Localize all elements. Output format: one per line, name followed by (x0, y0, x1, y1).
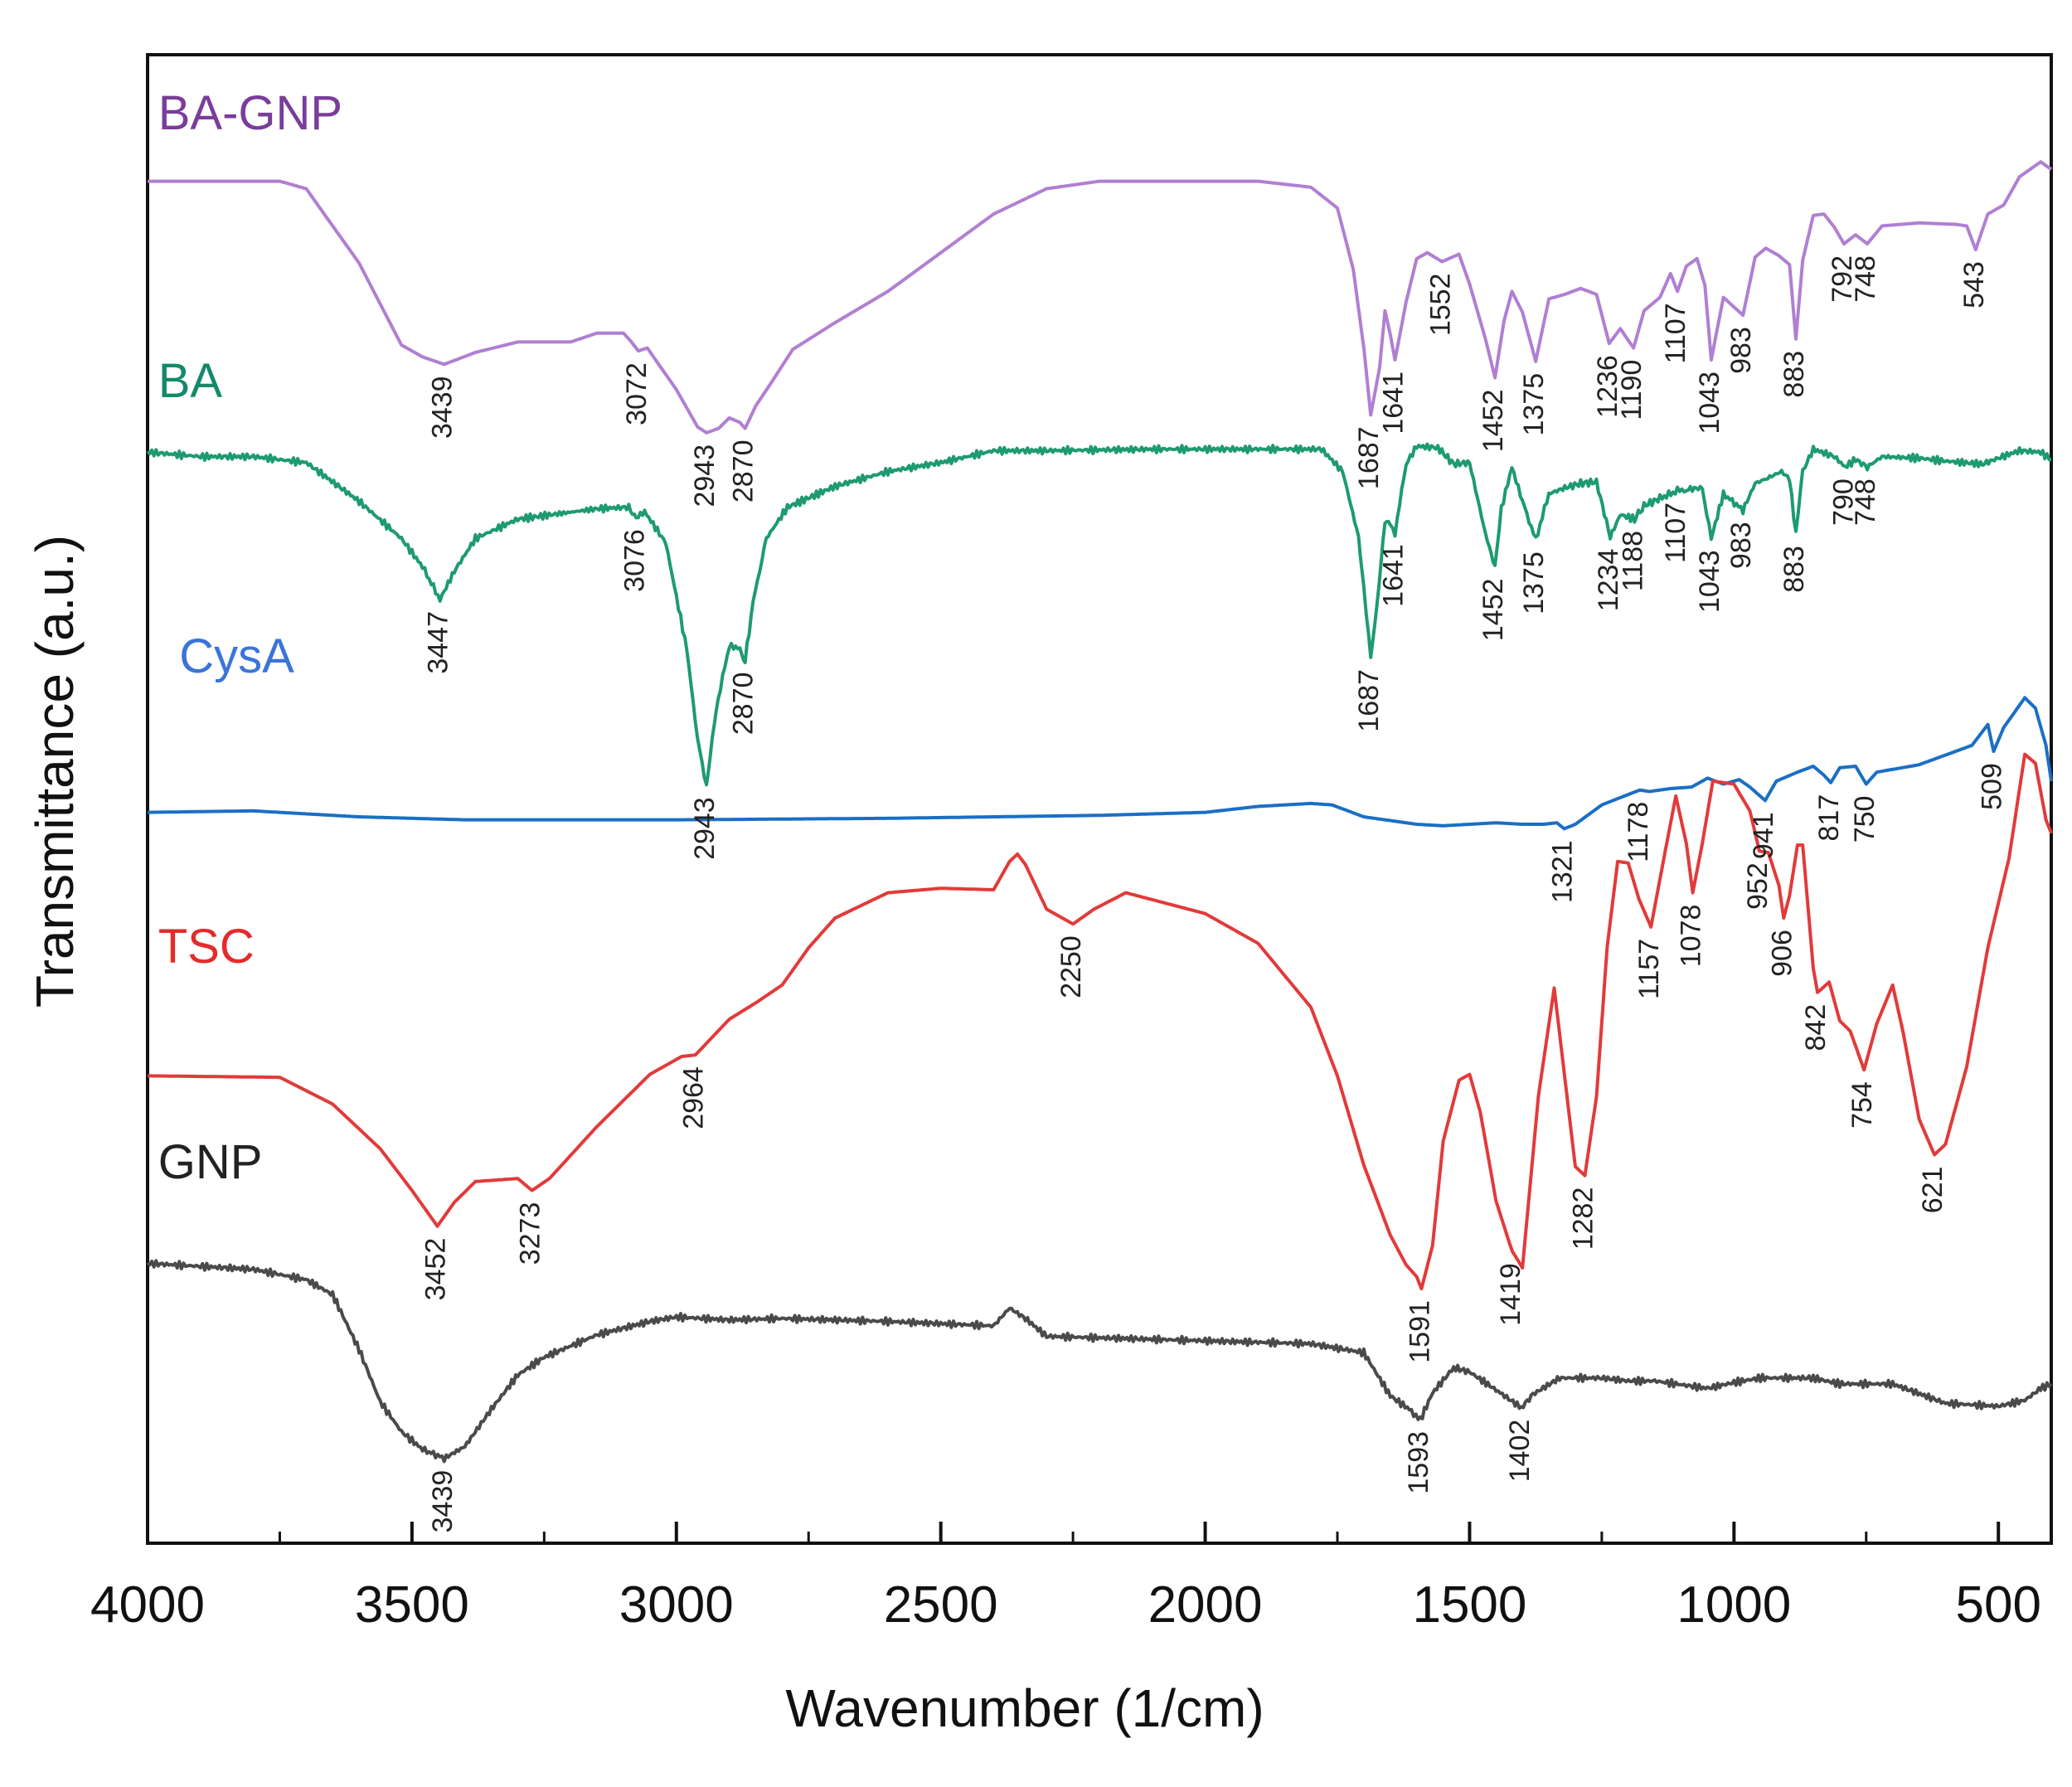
series-label-cysa: CysA (179, 629, 294, 683)
series-line-ba-gnp (148, 160, 2053, 435)
peak-label-ba-gnp: 1641 (1377, 371, 1409, 435)
peak-label-ba: 790 (1827, 478, 1859, 526)
peak-label-tsc: 1078 (1676, 905, 1707, 968)
peak-label-ba: 1188 (1617, 531, 1648, 591)
peak-label-cysa: 750 (1849, 796, 1880, 843)
peak-label-ba-gnp: 1107 (1660, 303, 1691, 363)
peak-label-ba-gnp: 748 (1850, 255, 1881, 303)
x-tick-label: 4000 (90, 1576, 205, 1634)
peak-label-tsc: 3273 (515, 1202, 546, 1265)
peak-label-tsc: 1282 (1568, 1187, 1599, 1250)
peak-label-tsc: 754 (1846, 1081, 1878, 1129)
peak-label-ba: 1452 (1478, 579, 1509, 642)
peak-label-tsc: 3452 (420, 1238, 451, 1301)
x-axis-label: Wavenumber (1/cm) (785, 1678, 1264, 1738)
peak-label-cysa: 817 (1813, 794, 1845, 842)
peak-label-ba-gnp: 3072 (621, 362, 653, 425)
peak-label-ba: 1641 (1377, 544, 1409, 607)
x-tick-label: 3000 (619, 1576, 734, 1634)
peak-label-ba: 748 (1850, 478, 1881, 526)
x-tick-label: 2000 (1148, 1576, 1263, 1634)
peak-label-tsc: 1157 (1633, 939, 1665, 999)
peak-label-ba-gnp: 983 (1725, 327, 1757, 374)
peak-label-cysa: 941 (1748, 812, 1779, 859)
series-line-cysa (147, 696, 2053, 831)
series-label-gnp: GNP (158, 1135, 263, 1189)
series-label-ba-gnp: BA-GNP (158, 86, 342, 140)
peak-label-ba: 1107 (1660, 503, 1691, 563)
peak-label-tsc: 952 (1742, 862, 1774, 910)
peak-label-ba: 2870 (728, 673, 759, 736)
peak-label-cysa: 1321 (1547, 840, 1579, 903)
peak-label-ba: 1043 (1694, 550, 1725, 613)
peak-label-ba-gnp: 2943 (689, 444, 721, 507)
series-label-tsc: TSC (158, 920, 255, 974)
peak-label-gnp: 3439 (427, 1470, 459, 1533)
peak-label-ba-gnp: 1043 (1694, 371, 1725, 435)
peak-label-gnp: 1593 (1403, 1431, 1434, 1494)
peak-label-ba: 1687 (1353, 669, 1385, 732)
series-line-tsc (148, 752, 2053, 1291)
peak-label-tsc: 2964 (678, 1066, 710, 1129)
peak-label-ba: 3447 (423, 611, 454, 674)
x-tick-label: 500 (1955, 1576, 2040, 1634)
peak-label-tsc: 1591 (1404, 1300, 1435, 1363)
peak-label-ba-gnp: 883 (1778, 351, 1810, 398)
peak-label-tsc: 842 (1800, 1004, 1832, 1051)
x-tick-label: 1500 (1412, 1576, 1526, 1634)
series-line-ba (146, 442, 2051, 787)
x-tick-label: 3500 (355, 1576, 469, 1634)
peak-label-tsc: 1419 (1495, 1263, 1526, 1326)
peak-label-ba-gnp: 2870 (728, 440, 759, 503)
series-label-ba: BA (158, 354, 223, 408)
peak-label-tsc: 2250 (1055, 935, 1087, 998)
peak-label-cysa: 509 (1976, 763, 2007, 810)
peak-label-ba-gnp: 1375 (1518, 373, 1550, 436)
peak-label-tsc: 906 (1766, 930, 1798, 977)
peak-label-ba-gnp: 1552 (1424, 274, 1456, 337)
peak-label-ba: 983 (1725, 522, 1757, 569)
peak-label-ba: 2943 (689, 797, 721, 860)
peak-label-ba-gnp: 1236 (1592, 355, 1623, 418)
series-line-gnp (146, 1259, 2053, 1464)
peak-label-ba-gnp: 543 (1958, 261, 1990, 308)
x-tick-label: 2500 (884, 1576, 998, 1634)
series-layer (146, 160, 2053, 1464)
peak-label-ba: 1234 (1593, 549, 1624, 612)
peak-label-ba: 883 (1778, 546, 1810, 593)
peak-label-ba: 1375 (1518, 551, 1550, 614)
x-tick-label: 1000 (1677, 1576, 1791, 1634)
peak-label-ba-gnp: 1190 (1616, 360, 1647, 420)
peak-label-ba-gnp: 1687 (1353, 426, 1385, 489)
plot-frame (146, 53, 2053, 1545)
peak-label-tsc: 621 (1917, 1167, 1948, 1214)
peak-label-ba-gnp: 792 (1827, 255, 1858, 303)
peak-label-cysa: 1178 (1623, 802, 1654, 862)
y-axis-label: Transmittance (a.u.) (25, 535, 85, 1008)
peak-label-ba-gnp: 3439 (427, 376, 459, 439)
x-axis-ticks: 4000 3500 3000 2500 2000 1500 1000 500 (90, 1522, 2041, 1634)
peak-label-gnp: 1402 (1504, 1420, 1536, 1483)
peak-label-ba: 3076 (619, 529, 650, 592)
peak-label-ba-gnp: 1452 (1478, 390, 1509, 453)
